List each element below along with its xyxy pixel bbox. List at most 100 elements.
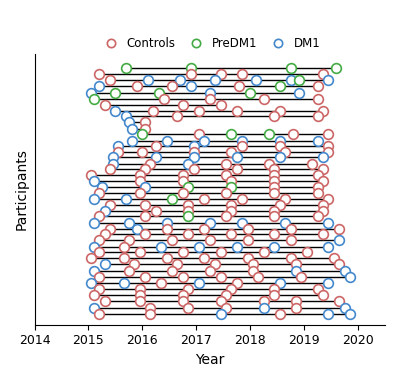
- Point: [96, 237, 102, 243]
- Point: [196, 131, 202, 137]
- Point: [142, 166, 148, 172]
- Point: [277, 154, 283, 160]
- Point: [91, 196, 97, 202]
- Point: [164, 255, 170, 261]
- Point: [288, 255, 294, 261]
- Point: [341, 267, 348, 274]
- Point: [244, 226, 251, 232]
- Point: [304, 249, 310, 255]
- Point: [161, 96, 167, 102]
- Point: [271, 208, 278, 214]
- Point: [260, 298, 267, 304]
- Point: [336, 226, 342, 232]
- Point: [142, 184, 148, 190]
- Point: [96, 71, 102, 78]
- Point: [155, 90, 162, 96]
- Point: [336, 237, 342, 243]
- Point: [314, 184, 321, 190]
- Point: [112, 108, 119, 114]
- Point: [91, 267, 97, 274]
- Point: [282, 149, 288, 155]
- Point: [142, 231, 148, 237]
- Point: [293, 261, 299, 267]
- Point: [223, 292, 229, 298]
- Point: [136, 190, 143, 196]
- Point: [174, 261, 181, 267]
- Point: [123, 113, 130, 119]
- Point: [320, 231, 326, 237]
- Point: [174, 113, 181, 119]
- Point: [134, 83, 140, 89]
- Point: [217, 298, 224, 304]
- Point: [234, 108, 240, 114]
- Point: [188, 71, 194, 78]
- Point: [260, 96, 267, 102]
- Point: [325, 77, 332, 83]
- Point: [228, 202, 234, 208]
- Point: [147, 160, 154, 167]
- Point: [320, 166, 326, 172]
- Point: [180, 274, 186, 280]
- Point: [185, 286, 192, 292]
- Point: [288, 77, 294, 83]
- Point: [188, 83, 194, 89]
- Point: [126, 220, 132, 226]
- Point: [293, 304, 299, 311]
- Point: [314, 83, 321, 89]
- Point: [282, 220, 288, 226]
- Point: [164, 138, 170, 144]
- Point: [336, 298, 342, 304]
- Point: [102, 102, 108, 108]
- Point: [212, 77, 218, 83]
- Point: [206, 90, 213, 96]
- Point: [314, 213, 321, 219]
- Point: [228, 286, 234, 292]
- Point: [88, 255, 94, 261]
- Point: [271, 184, 278, 190]
- Point: [239, 220, 245, 226]
- Point: [91, 220, 97, 226]
- Y-axis label: Participants: Participants: [15, 148, 29, 230]
- Point: [136, 249, 143, 255]
- Point: [88, 172, 94, 178]
- Point: [325, 220, 332, 226]
- Point: [277, 83, 283, 89]
- Point: [120, 243, 127, 249]
- Point: [271, 231, 278, 237]
- Point: [314, 172, 321, 178]
- Point: [228, 184, 234, 190]
- Point: [217, 71, 224, 78]
- Point: [212, 261, 218, 267]
- Point: [185, 184, 192, 190]
- Point: [223, 172, 229, 178]
- Point: [293, 298, 299, 304]
- Point: [126, 119, 132, 125]
- Point: [314, 113, 321, 119]
- Point: [298, 274, 305, 280]
- Point: [320, 202, 326, 208]
- Point: [134, 226, 140, 232]
- Point: [271, 172, 278, 178]
- Point: [102, 261, 108, 267]
- Point: [102, 298, 108, 304]
- Point: [288, 65, 294, 71]
- Point: [153, 208, 159, 214]
- Point: [201, 226, 208, 232]
- Point: [96, 249, 102, 255]
- Point: [255, 274, 262, 280]
- Point: [91, 96, 97, 102]
- Legend: Controls, PreDM1, DM1: Controls, PreDM1, DM1: [94, 32, 325, 55]
- Point: [320, 208, 326, 214]
- Point: [96, 286, 102, 292]
- Point: [96, 274, 102, 280]
- Point: [147, 304, 154, 311]
- Point: [271, 292, 278, 298]
- Point: [123, 65, 130, 71]
- Point: [320, 71, 326, 78]
- Point: [341, 304, 348, 311]
- Point: [217, 102, 224, 108]
- Point: [314, 190, 321, 196]
- Point: [325, 243, 332, 249]
- Point: [347, 311, 353, 317]
- Point: [314, 138, 321, 144]
